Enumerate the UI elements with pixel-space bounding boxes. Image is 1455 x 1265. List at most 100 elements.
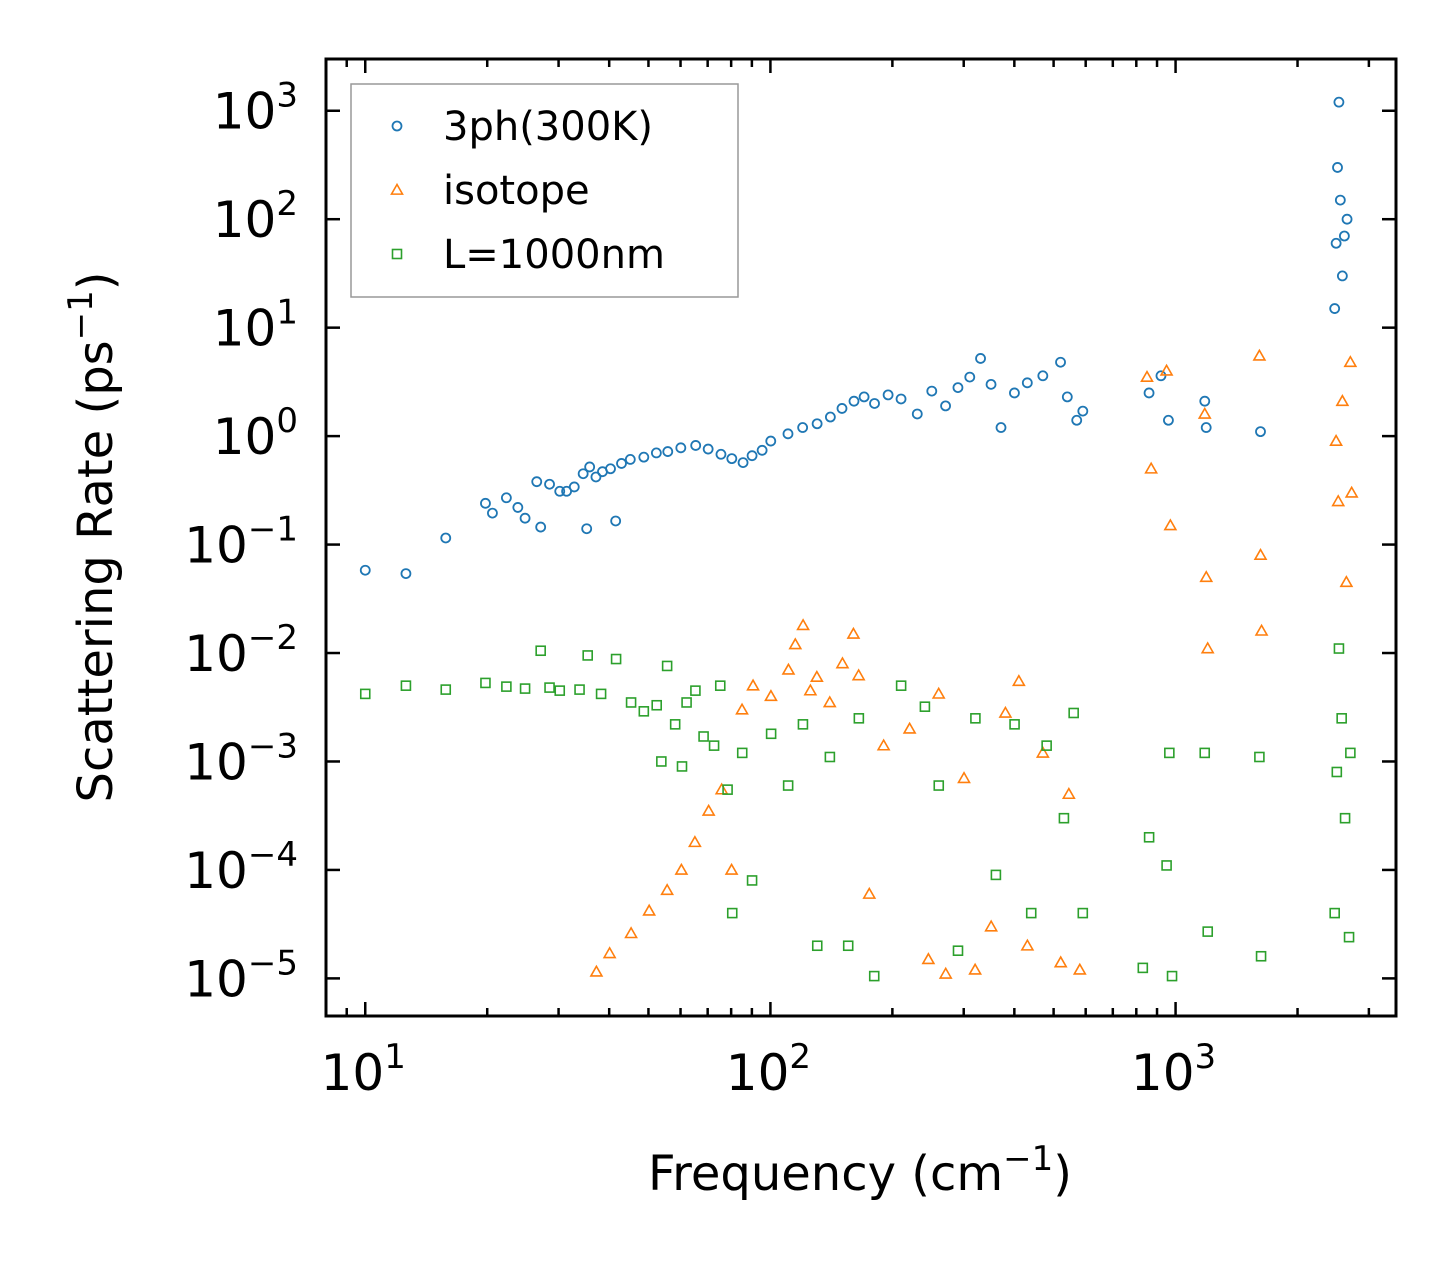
data-point <box>638 451 650 463</box>
data-point <box>809 669 824 683</box>
data-point <box>940 400 951 412</box>
data-point <box>811 940 823 952</box>
data-point <box>480 677 491 689</box>
data-point <box>1137 962 1149 974</box>
data-point <box>931 686 946 699</box>
data-point <box>846 626 861 639</box>
y-tick-label: 100 <box>213 401 298 466</box>
data-point <box>662 446 674 457</box>
data-point <box>1331 766 1343 778</box>
data-point <box>985 378 997 390</box>
data-point <box>876 738 891 751</box>
tick-exponent: 2 <box>276 184 298 224</box>
data-point <box>531 476 543 488</box>
data-point <box>535 521 547 533</box>
data-point <box>359 564 371 576</box>
data-point <box>1163 518 1178 531</box>
tick-exponent: −3 <box>248 726 298 766</box>
tick-base: 10 <box>726 1044 790 1102</box>
legend-label: L=1000nm <box>443 232 665 278</box>
data-point <box>1061 787 1076 800</box>
data-point <box>669 719 681 730</box>
data-point <box>595 688 607 700</box>
data-point <box>1041 740 1052 751</box>
data-point <box>1333 96 1345 108</box>
data-point <box>584 461 596 473</box>
data-point <box>848 395 860 407</box>
x-axis-title-sup: −1 <box>1003 1139 1053 1179</box>
y-axis-title-close: ) <box>68 271 124 290</box>
data-point <box>735 702 749 715</box>
data-point <box>610 653 622 665</box>
data-point <box>1011 674 1026 687</box>
y-tick-label: 10−5 <box>184 943 298 1008</box>
data-point <box>858 391 870 403</box>
data-point <box>581 523 593 535</box>
legend-box <box>350 83 739 298</box>
data-point <box>359 688 371 700</box>
data-point <box>835 656 850 669</box>
data-point <box>782 780 794 791</box>
data-point <box>681 697 692 708</box>
data-point <box>624 926 638 939</box>
data-point <box>736 747 748 759</box>
tick-exponent: 2 <box>789 1037 811 1077</box>
data-point <box>796 618 810 631</box>
data-point <box>602 946 617 959</box>
data-point <box>1161 860 1172 871</box>
tick-base: 10 <box>184 625 248 683</box>
data-point <box>797 719 809 730</box>
data-point <box>714 680 726 691</box>
x-axis-title: Frequency (cm−1) <box>648 1139 1072 1202</box>
tick-exponent: 3 <box>1195 1037 1217 1077</box>
plot-frame <box>324 57 1398 1018</box>
data-point <box>1335 394 1350 407</box>
data-point <box>1338 230 1350 242</box>
x-tick-labels: 101 102 103 <box>321 1037 1217 1102</box>
data-point <box>1334 194 1346 206</box>
legend: 3ph(300K) isotope L=1000nm <box>350 83 739 298</box>
x-tick-label: 102 <box>726 1037 811 1102</box>
data-point <box>1037 370 1049 382</box>
legend-item-1: 3ph(300K) <box>391 104 653 150</box>
data-point <box>642 903 657 916</box>
data-point <box>519 512 531 524</box>
tick-base: 10 <box>213 300 277 358</box>
data-point <box>1345 747 1356 759</box>
data-point <box>1140 369 1154 383</box>
tick-base: 10 <box>213 83 277 141</box>
data-point <box>895 393 907 405</box>
y-axis-title-text: Scattering Rate (ps <box>68 340 124 802</box>
data-point <box>836 403 848 414</box>
data-point <box>1077 907 1089 919</box>
data-point <box>726 907 738 919</box>
data-point <box>400 568 412 579</box>
data-point <box>1197 406 1212 419</box>
data-point <box>957 771 971 784</box>
legend-label: isotope <box>443 168 590 214</box>
data-point <box>535 645 546 657</box>
data-point <box>1058 812 1070 824</box>
data-point <box>1254 751 1265 763</box>
data-point <box>675 442 687 454</box>
data-point <box>911 408 923 420</box>
data-point <box>1329 303 1341 314</box>
data-point <box>726 453 738 465</box>
data-point <box>952 945 964 957</box>
data-point <box>781 662 796 675</box>
data-point <box>938 966 953 979</box>
tick-base: 10 <box>213 408 277 466</box>
data-point <box>544 682 555 693</box>
data-point <box>554 685 566 696</box>
data-point <box>1159 363 1174 376</box>
data-point <box>440 684 452 695</box>
data-point <box>1143 831 1155 843</box>
data-point <box>501 681 512 692</box>
data-point <box>995 422 1007 433</box>
data-point <box>1255 950 1267 962</box>
legend-item-3: L=1000nm <box>391 232 665 278</box>
data-point <box>676 761 688 772</box>
data-point <box>1339 575 1354 588</box>
